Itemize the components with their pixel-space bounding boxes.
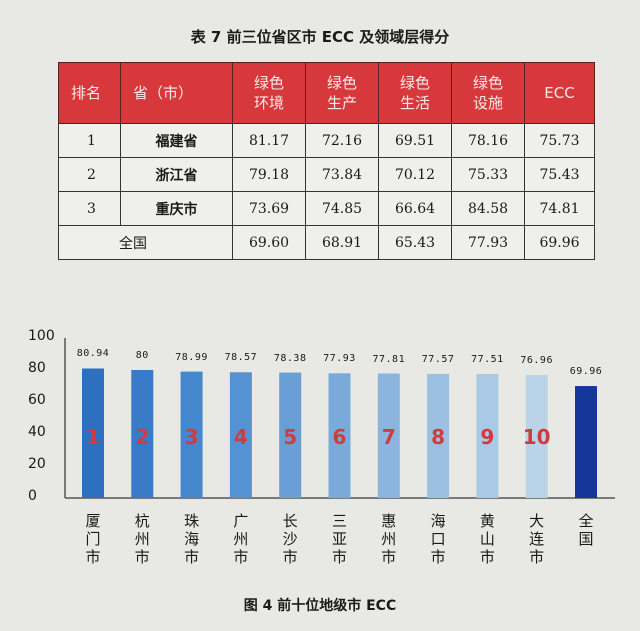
table-row-national: 全国 69.60 68.91 65.43 77.93 69.96	[58, 225, 595, 260]
province-cell: 重庆市	[120, 191, 233, 226]
rank-label: 4	[233, 425, 248, 449]
x-tick-label: 广州市	[233, 512, 249, 566]
ecc-cell: 69.96	[524, 225, 595, 260]
value-cell: 69.51	[378, 123, 452, 158]
rank-label: 2	[135, 425, 150, 449]
rank-label: 9	[480, 425, 495, 449]
data-label: 78.57	[224, 352, 258, 364]
rank-label: 1	[86, 425, 100, 449]
bar	[476, 373, 499, 498]
value-cell: 69.60	[232, 225, 306, 260]
data-label: 80	[135, 350, 149, 361]
y-tick-label: 40	[28, 424, 46, 440]
data-label: 80.94	[76, 348, 110, 360]
value-cell: 79.18	[232, 157, 306, 192]
rank-label: 10	[522, 425, 551, 449]
rank-label: 6	[332, 425, 347, 449]
value-cell: 73.84	[305, 157, 379, 192]
x-tick-label: 杭州市	[134, 512, 150, 566]
ecc-cell: 75.43	[524, 157, 595, 192]
bar	[427, 373, 450, 498]
table-title: 表 7 前三位省区市 ECC 及领域层得分	[190, 28, 450, 46]
x-tick-label: 长沙市	[282, 512, 298, 566]
table-row: 3 重庆市 73.69 74.85 66.64 84.58 74.81	[58, 191, 595, 226]
x-tick-label: 三亚市	[331, 512, 347, 566]
value-cell: 77.93	[451, 225, 525, 260]
rank-label: 5	[283, 425, 298, 449]
header-ecc: ECC	[524, 62, 595, 124]
bar	[131, 370, 154, 498]
table-header-row: 排名 省（市） 绿色 环境 绿色 生产 绿色 生活 绿色 设施 ECC	[58, 62, 595, 124]
header-green-environment: 绿色 环境	[232, 62, 306, 124]
x-tick-label: 黄山市	[479, 512, 495, 566]
data-label: 78.38	[273, 352, 307, 364]
value-cell: 65.43	[378, 225, 452, 260]
score-table: 排名 省（市） 绿色 环境 绿色 生产 绿色 生活 绿色 设施 ECC 1 福建省 81…	[58, 62, 595, 260]
bar	[180, 371, 203, 498]
y-tick-label: 80	[28, 360, 46, 376]
rank-label: 8	[431, 425, 446, 449]
bar	[377, 373, 400, 498]
value-cell: 70.12	[378, 157, 452, 192]
bar	[229, 372, 252, 498]
data-label: 77.81	[372, 353, 406, 365]
data-label: 69.96	[569, 366, 603, 378]
bar	[575, 386, 597, 498]
y-tick-label: 60	[28, 392, 46, 408]
x-tick-label: 厦门市	[85, 512, 101, 566]
x-tick-label: 珠海市	[184, 512, 200, 566]
data-label: 77.51	[471, 353, 504, 365]
rank-cell: 3	[58, 191, 121, 226]
figure-caption: 图 4 前十位地级市 ECC	[243, 598, 397, 614]
table-row: 1 福建省 81.17 72.16 69.51 78.16 75.73	[58, 123, 595, 158]
national-label: 全国	[58, 225, 233, 260]
x-tick-label: 海口市	[430, 512, 446, 566]
x-tick-label: 惠州市	[381, 512, 397, 566]
data-label: 78.99	[175, 351, 208, 363]
bar	[328, 373, 351, 498]
y-tick-label: 0	[28, 488, 37, 504]
value-cell: 66.64	[378, 191, 452, 226]
data-label: 77.93	[323, 353, 356, 365]
value-cell: 75.33	[451, 157, 525, 192]
header-green-facilities: 绿色 设施	[451, 62, 525, 124]
bar	[525, 374, 548, 498]
bar	[82, 368, 104, 498]
header-green-production: 绿色 生产	[305, 62, 379, 124]
rank-label: 3	[184, 425, 199, 449]
rank-cell: 1	[58, 123, 121, 158]
value-cell: 74.85	[305, 191, 379, 226]
y-tick-label: 100	[28, 328, 55, 344]
value-cell: 68.91	[305, 225, 379, 260]
ecc-cell: 75.73	[524, 123, 595, 158]
bar	[279, 372, 302, 498]
table-row: 2 浙江省 79.18 73.84 70.12 75.33 75.43	[58, 157, 595, 192]
province-cell: 福建省	[120, 123, 233, 158]
data-label: 77.57	[421, 353, 455, 365]
province-cell: 浙江省	[120, 157, 233, 192]
x-tick-label: 全国	[578, 512, 594, 548]
x-tick-label: 大连市	[529, 512, 545, 566]
data-label: 76.96	[520, 354, 553, 366]
y-tick-label: 20	[28, 456, 46, 472]
value-cell: 72.16	[305, 123, 379, 158]
value-cell: 78.16	[451, 123, 525, 158]
rank-cell: 2	[58, 157, 121, 192]
header-province: 省（市）	[120, 62, 233, 124]
rank-label: 7	[381, 425, 396, 449]
